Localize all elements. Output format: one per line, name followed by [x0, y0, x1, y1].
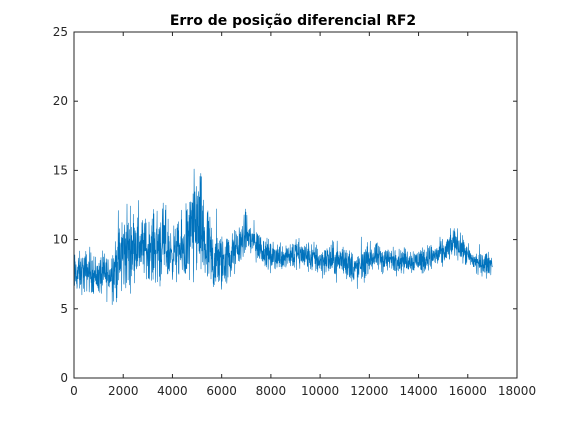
y-tick-label: 0	[60, 371, 68, 385]
x-tick-label: 0	[70, 384, 78, 398]
x-tick-label: 8000	[256, 384, 287, 398]
x-tick-label: 6000	[206, 384, 237, 398]
x-tick-label: 14000	[399, 384, 437, 398]
x-tick-label: 10000	[301, 384, 339, 398]
y-tick-label: 15	[53, 163, 68, 177]
y-tick-label: 25	[53, 25, 68, 39]
plot-area	[73, 168, 493, 305]
x-tick-label: 16000	[449, 384, 487, 398]
chart-title: Erro de posição diferencial RF2	[170, 13, 416, 29]
x-tick-label: 4000	[157, 384, 188, 398]
series-line	[73, 168, 493, 305]
x-tick-label: 12000	[350, 384, 388, 398]
y-tick-label: 10	[53, 233, 68, 247]
axes-box	[73, 31, 518, 379]
axes: 0 2000 4000 6000 8000 10000 12000 14000 16000 180…	[53, 25, 536, 398]
x-tick-label: 18000	[498, 384, 536, 398]
y-tick-label: 5	[60, 302, 68, 316]
x-tick-label: 2000	[108, 384, 139, 398]
y-tick-label: 20	[53, 94, 68, 108]
